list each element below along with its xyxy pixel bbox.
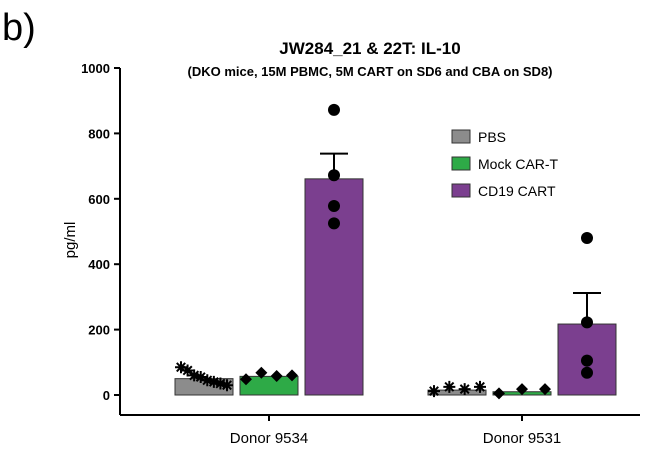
data-point [581,354,593,367]
bar-mock-car-t [239,375,299,396]
data-point [175,361,187,374]
legend-swatch [451,156,471,171]
bar-pbs [427,389,487,396]
legend-label: PBS [478,129,506,145]
legend-swatch [451,183,471,198]
data-point [328,169,340,182]
data-point [188,369,201,382]
data-point [474,380,486,393]
y-tick-label: 600 [88,192,110,207]
data-point [207,375,220,388]
data-point [428,385,440,398]
data-point [270,370,283,383]
chart-subtitle: (DKO mice, 15M PBMC, 5M CART on SD6 and … [188,64,553,79]
data-point [581,232,593,245]
data-point [458,383,471,396]
data-point [255,366,268,379]
data-point [443,380,456,393]
data-point [240,373,252,386]
data-point [328,199,340,212]
y-tick-label: 200 [88,323,110,338]
data-point [286,369,298,382]
data-point [539,383,551,396]
data-point [201,374,214,387]
chart-title: JW284_21 & 22T: IL-10 [279,39,460,58]
legend-label: CD19 CART [478,183,556,199]
data-point [328,217,340,230]
data-point [181,364,194,377]
panel-label: b) [2,7,36,49]
data-point [328,103,340,116]
y-axis-label: pg/ml [62,222,79,259]
data-point [214,377,227,390]
data-point [581,366,593,379]
y-tick-label: 1000 [81,61,110,76]
data-point [493,387,505,400]
legend-swatch [451,129,471,144]
data-point [194,371,207,384]
data-point [581,316,593,329]
y-tick-label: 0 [103,388,110,403]
y-tick-label: 400 [88,257,110,272]
bar-cd19-cart [304,178,364,396]
y-tick-label: 800 [88,126,110,141]
x-tick-label: Donor 9534 [230,430,308,447]
legend-label: Mock CAR-T [478,156,559,172]
x-tick-label: Donor 9531 [483,430,561,447]
data-point [516,383,528,396]
data-point [221,379,233,392]
